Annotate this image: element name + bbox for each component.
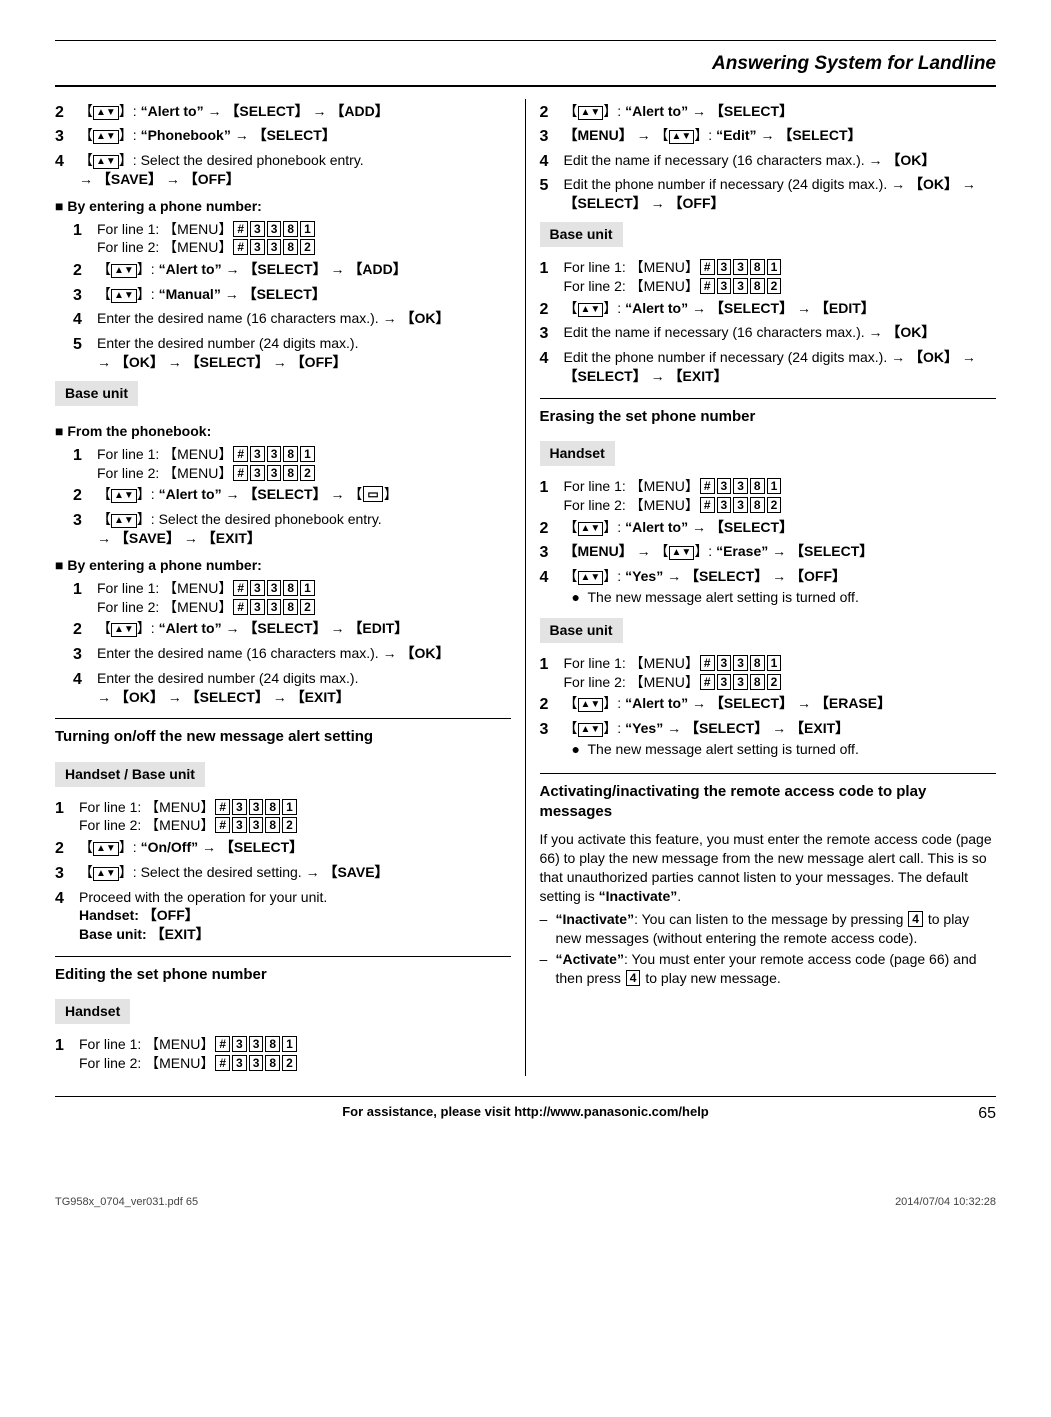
meta-filename: TG958x_0704_ver031.pdf 65 — [55, 1195, 198, 1210]
step-text: 【▲▼】: “Alert to” → 【SELECT】 → 【ADD】 — [97, 260, 511, 279]
step-text: Edit the phone number if necessary (24 d… — [564, 175, 997, 213]
step-text: For line 1: 【MENU】#3381For line 2: 【MENU… — [97, 220, 511, 258]
section-title: Turning on/off the new message alert set… — [55, 727, 511, 747]
step-text: 【▲▼】: “On/Off” → 【SELECT】 — [79, 838, 511, 857]
step-text: 【▲▼】: “Manual” → 【SELECT】 — [97, 285, 511, 304]
list-item: “Inactivate”: You can listen to the mess… — [556, 910, 997, 948]
step-text: Enter the desired number (24 digits max.… — [97, 669, 511, 707]
step-text: 【▲▼】: Select the desired phonebook entry… — [97, 510, 511, 548]
key-hash: # — [233, 221, 248, 237]
phonebook-icon: ▭ — [363, 486, 382, 502]
right-column: 2【▲▼】: “Alert to” → 【SELECT】 3【MENU】 → 【… — [526, 99, 997, 1076]
step-text: 【▲▼】: “Alert to” → 【SELECT】 → 【EDIT】 — [564, 299, 997, 318]
step-text: Enter the desired name (16 characters ma… — [97, 644, 511, 663]
nav-icon: ▲▼ — [93, 155, 119, 169]
step-text: 【▲▼】: “Phonebook” → 【SELECT】 — [79, 126, 511, 145]
subsection-header: By entering a phone number: — [55, 556, 511, 575]
step-text: For line 1: 【MENU】#3381For line 2: 【MENU… — [564, 477, 997, 515]
step-text: 【▲▼】: Select the desired phonebook entry… — [79, 151, 511, 189]
step-text: For line 1: 【MENU】#3381For line 2: 【MENU… — [79, 1035, 511, 1073]
note-text: The new message alert setting is turned … — [588, 588, 859, 607]
step-text: Enter the desired number (24 digits max.… — [97, 334, 511, 372]
step-text: 【MENU】 → 【▲▼】: “Edit” → 【SELECT】 — [564, 126, 997, 145]
tab-base-unit: Base unit — [540, 222, 623, 247]
step-text: For line 1: 【MENU】#3381For line 2: 【MENU… — [97, 579, 511, 617]
step-text: 【▲▼】: “Alert to” → 【SELECT】 → 【ADD】 — [79, 102, 511, 121]
nav-icon: ▲▼ — [93, 106, 119, 120]
step-text: 【MENU】 → 【▲▼】: “Erase” → 【SELECT】 — [564, 542, 997, 561]
step-text: 【▲▼】: “Alert to” → 【SELECT】 → 【▭】 — [97, 485, 511, 504]
tab-base-unit: Base unit — [55, 381, 138, 406]
key-4: 4 — [626, 970, 641, 986]
step-text: 【▲▼】: “Alert to” → 【SELECT】 — [564, 518, 997, 537]
tab-handset: Handset — [540, 441, 615, 466]
step-text: 【▲▼】: “Yes” → 【SELECT】 → 【EXIT】 ●The new… — [564, 719, 997, 761]
step-text: Edit the name if necessary (16 character… — [564, 151, 997, 170]
list-item: “Activate”: You must enter your remote a… — [556, 950, 997, 988]
subsection-header: By entering a phone number: — [55, 197, 511, 216]
paragraph: If you activate this feature, you must e… — [540, 830, 997, 906]
step-text: For line 1: 【MENU】#3381For line 2: 【MENU… — [97, 445, 511, 483]
section-title: Erasing the set phone number — [540, 407, 997, 427]
step-text: For line 1: 【MENU】#3381For line 2: 【MENU… — [79, 798, 511, 836]
key-4: 4 — [908, 911, 923, 927]
nav-icon: ▲▼ — [93, 130, 119, 144]
page-header: Answering System for Landline — [55, 51, 996, 77]
step-text: 【▲▼】: “Alert to” → 【SELECT】 → 【EDIT】 — [97, 619, 511, 638]
section-title: Activating/inactivating the remote acces… — [540, 782, 997, 823]
step-text: Edit the name if necessary (16 character… — [564, 323, 997, 342]
step-text: For line 1: 【MENU】#3381For line 2: 【MENU… — [564, 258, 997, 296]
step-text: Edit the phone number if necessary (24 d… — [564, 348, 997, 386]
footer-assistance: For assistance, please visit http://www.… — [115, 1103, 936, 1125]
step-text: 【▲▼】: “Alert to” → 【SELECT】 — [564, 102, 997, 121]
step-text: 【▲▼】: “Alert to” → 【SELECT】 → 【ERASE】 — [564, 694, 997, 713]
page-number: 65 — [936, 1103, 996, 1125]
section-title: Editing the set phone number — [55, 965, 511, 985]
step-text: 【▲▼】: “Yes” → 【SELECT】 → 【OFF】 ●The new … — [564, 567, 997, 609]
tab-handset: Handset — [55, 999, 130, 1024]
step-text: 【▲▼】: Select the desired setting. → 【SAV… — [79, 863, 511, 882]
step-text: Enter the desired name (16 characters ma… — [97, 309, 511, 328]
tab-base-unit: Base unit — [540, 618, 623, 643]
step-text: Proceed with the operation for your unit… — [79, 888, 511, 945]
subsection-header: From the phonebook: — [55, 422, 511, 441]
note-text: The new message alert setting is turned … — [588, 740, 859, 759]
tab-handset-base: Handset / Base unit — [55, 762, 205, 787]
step-text: For line 1: 【MENU】#3381For line 2: 【MENU… — [564, 654, 997, 692]
meta-timestamp: 2014/07/04 10:32:28 — [895, 1195, 996, 1210]
left-column: 2【▲▼】: “Alert to” → 【SELECT】 → 【ADD】 3【▲… — [55, 99, 526, 1076]
